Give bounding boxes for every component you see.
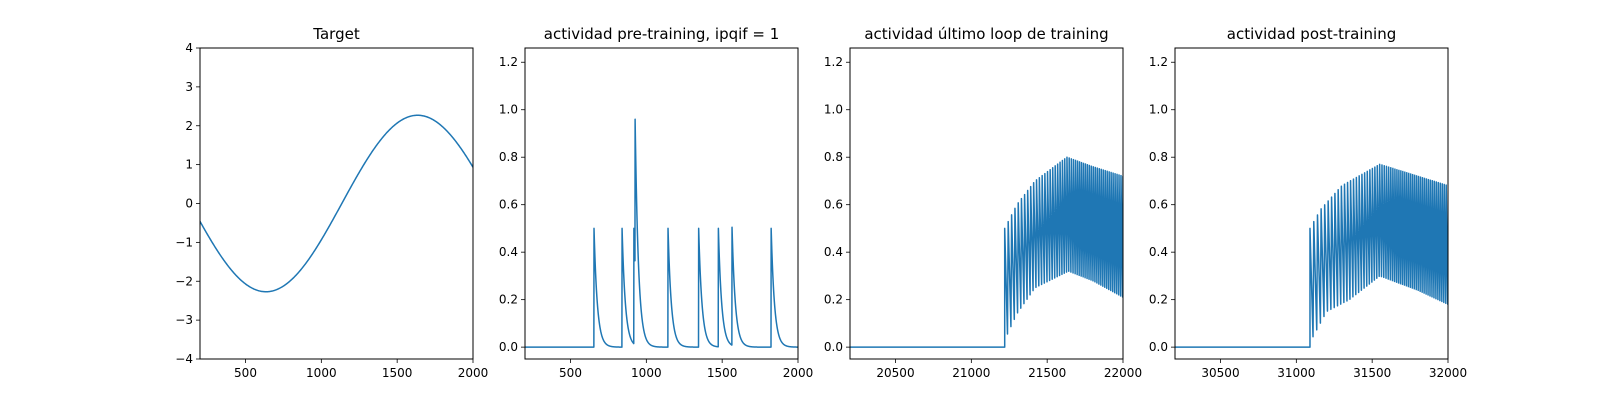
y-tick-label: 1.2 [824,55,843,69]
x-tick-label: 1000 [306,366,337,380]
y-tick-label: 1.2 [1149,55,1168,69]
x-tick-label: 1500 [707,366,738,380]
x-tick-label: 500 [559,366,582,380]
y-tick-label: 1.0 [824,103,843,117]
subplot-4: 30500 31000 31500 32000 0.0 0.2 0.4 0.6 0.8 1.0 1.… [1149,25,1467,380]
y-tick-label: 4 [185,41,193,55]
y-tick-label: 1.0 [1149,103,1168,117]
x-tick-label: 20500 [876,366,914,380]
y-tick-label: 1.2 [499,55,518,69]
subplot-title: Target [312,25,360,43]
y-tick-label: 0.0 [499,340,518,354]
y-tick-label: 1.0 [499,103,518,117]
plot-frame [849,47,1124,360]
y-tick-label: −3 [175,313,193,327]
x-tick-label: 500 [234,366,257,380]
x-tick-label: 22000 [1104,366,1142,380]
subplot-3: 20500 21000 21500 22000 0.0 0.2 0.4 0.6 0.8 1.0 1.… [824,25,1142,380]
subplot-title: actividad pre-training, ipqif = 1 [544,25,780,43]
x-tick-label: 21500 [1028,366,1066,380]
y-tick-label: 0.8 [499,150,518,164]
x-tick-label: 30500 [1201,366,1239,380]
series-line-2-1 [525,118,798,348]
x-tick-label: 1000 [631,366,662,380]
x-tick-label: 21000 [952,366,990,380]
subplots: 500 1000 1500 2000 −4 −3 −2 −1 0 1 2 3 4 Target 500 100… [175,25,1467,380]
y-tick-label: 0.8 [824,150,843,164]
y-tick-label: −1 [175,235,193,249]
x-tick-label: 1500 [382,366,413,380]
series-line-1-1 [200,114,473,293]
y-tick-label: 0.0 [824,340,843,354]
y-tick-label: 0.6 [1149,198,1168,212]
y-tick-label: 0.4 [824,245,843,259]
x-tick-label: 32000 [1429,366,1467,380]
series-line-3-1 [850,156,1123,348]
y-tick-label: 0.4 [1149,245,1168,259]
x-tick-label: 2000 [458,366,489,380]
y-tick-label: 0.6 [499,198,518,212]
y-tick-label: 0.8 [1149,150,1168,164]
plot-frame [199,47,474,360]
subplot-title: actividad último loop de training [864,25,1108,43]
y-tick-label: 0.2 [824,293,843,307]
y-tick-label: 0.0 [1149,340,1168,354]
y-tick-label: 1 [185,158,193,172]
plot-frame [1174,47,1449,360]
x-tick-label: 2000 [783,366,814,380]
subplot-title: actividad post-training [1227,25,1396,43]
y-tick-label: 0.2 [1149,293,1168,307]
x-tick-label: 31000 [1277,366,1315,380]
y-tick-label: 2 [185,119,193,133]
y-tick-label: 0.4 [499,245,518,259]
y-tick-label: −4 [175,352,193,366]
x-tick-label: 31500 [1353,366,1391,380]
subplot-2: 500 1000 1500 2000 0.0 0.2 0.4 0.6 0.8 1.0 1.2 acti… [499,25,813,380]
y-tick-label: 0.2 [499,293,518,307]
y-tick-label: 3 [185,80,193,94]
y-tick-label: 0.6 [824,198,843,212]
subplot-1: 500 1000 1500 2000 −4 −3 −2 −1 0 1 2 3 4 Target [175,25,488,380]
plot-frame [524,47,799,360]
y-tick-label: −2 [175,274,193,288]
series-line-4-1 [1175,163,1448,348]
y-tick-label: 0 [185,197,193,211]
